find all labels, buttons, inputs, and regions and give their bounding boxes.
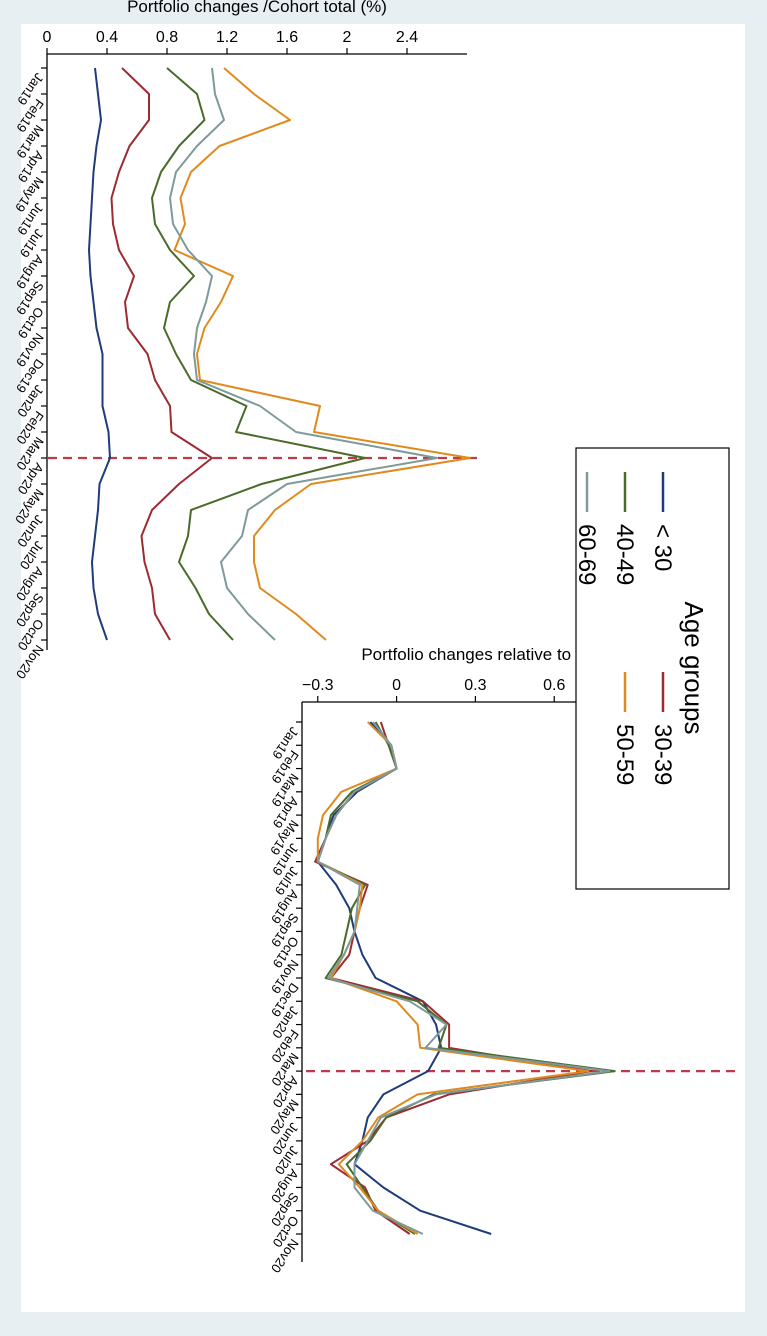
chart-1-y-tick-label: 0.4 [96,29,118,46]
legend-label-under30: < 30 [649,524,676,571]
chart-2-y-tick-label: 0.6 [543,677,565,694]
chart-1-series-lines [47,67,477,641]
chart-1-series-50-59 [173,67,471,641]
legend: Age groups < 30 30-39 40-49 50-59 60-69 [573,447,730,890]
legend-box [575,447,730,890]
chart-1-series-60-69 [169,67,438,641]
chart-1-y-tick-label: 2 [343,29,352,46]
chart-2-y-tick-label: −0.3 [302,677,334,694]
chart-1-series-40-49 [151,67,366,641]
legend-label-60-69: 60-69 [573,524,600,585]
legend-items: < 30 30-39 40-49 50-59 60-69 [573,472,676,785]
legend-label-50-59: 50-59 [611,724,638,785]
chart-1-y-tick-label: 0 [43,29,52,46]
chart-1-y-axis-label: Portfolio changes /Cohort total (%) [127,0,387,16]
chart-2-series-60-69 [316,721,611,1235]
chart-1-y-tick-label: 0.8 [156,29,178,46]
chart-1-series-30-39 [110,67,213,641]
chart-2-series-lines [302,721,735,1235]
chart-1-y-tick-label: 1.6 [276,29,298,46]
legend-label-40-49: 40-49 [611,524,638,585]
chart-1-series-under30 [88,67,111,641]
chart-panel [21,24,745,1312]
chart-1-y-tick-label: 1.2 [216,29,238,46]
chart-2-y-tick-label: 0.3 [464,677,486,694]
legend-label-30-39: 30-39 [649,724,676,785]
chart-2-y-tick-label: 0 [392,677,401,694]
chart-1-y-tick-label: 2.4 [396,29,418,46]
legend-title: Age groups [679,602,709,735]
